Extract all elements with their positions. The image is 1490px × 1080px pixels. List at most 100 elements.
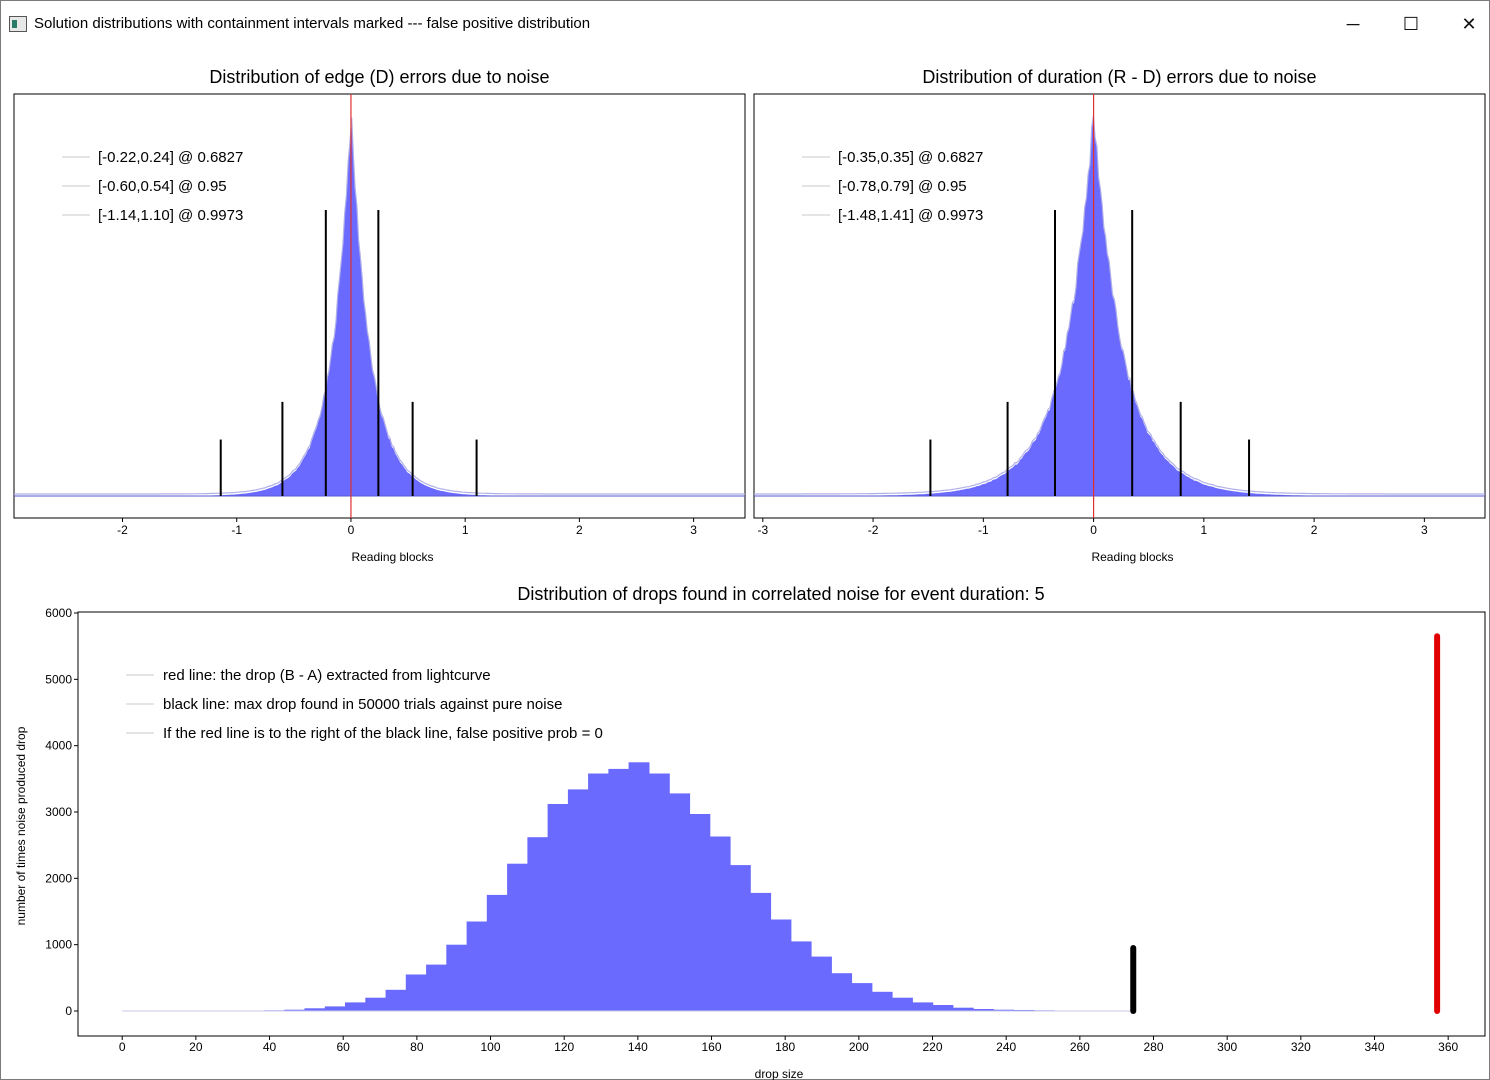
- legend-entry: [-0.35,0.35] @ 0.6827: [838, 149, 983, 166]
- y-tick-label: 4000: [45, 739, 72, 753]
- histogram-bar: [689, 814, 711, 1011]
- histogram-bar: [547, 804, 569, 1011]
- histogram-bar: [628, 762, 650, 1012]
- x-tick-label: -2: [868, 523, 879, 537]
- x-tick-label: 340: [1364, 1040, 1384, 1054]
- x-axis-label: Reading blocks: [351, 550, 433, 564]
- x-tick-label: 200: [849, 1040, 869, 1054]
- histogram-outline: [754, 115, 1485, 495]
- histogram-bar: [385, 989, 407, 1011]
- histogram-outline: [14, 117, 745, 495]
- histogram-bar: [588, 773, 609, 1011]
- x-tick-label: 180: [775, 1040, 795, 1054]
- x-tick-label: 320: [1291, 1040, 1311, 1054]
- x-tick-label: 280: [1143, 1040, 1163, 1054]
- histogram-bar: [446, 944, 468, 1011]
- histogram-bar: [831, 973, 853, 1011]
- legend-entry: black line: max drop found in 50000 tria…: [163, 696, 562, 713]
- histogram-bar: [952, 1007, 974, 1011]
- histogram-bar: [426, 964, 447, 1011]
- histogram-bar: [709, 836, 731, 1011]
- x-tick-label: 0: [119, 1040, 126, 1054]
- legend-entry: [-0.60,0.54] @ 0.95: [98, 178, 227, 195]
- minimize-button[interactable]: ─: [1346, 13, 1360, 34]
- histogram-bar: [507, 863, 528, 1011]
- y-axis-label: number of times noise produced drop: [14, 726, 28, 925]
- x-tick-label: 2: [576, 523, 583, 537]
- histogram-bar: [608, 768, 630, 1011]
- window-title: Solution distributions with containment …: [34, 15, 591, 32]
- histogram-bar: [973, 1009, 994, 1011]
- y-tick-label: 6000: [45, 606, 72, 620]
- chart-title: Distribution of drops found in correlate…: [517, 584, 1044, 604]
- histogram-bar: [912, 1002, 934, 1011]
- histogram-bar: [729, 865, 751, 1011]
- x-tick-label: -1: [978, 523, 989, 537]
- histogram-bar: [486, 894, 508, 1011]
- histogram-bars: [14, 119, 745, 497]
- maximize-button[interactable]: ☐: [1402, 13, 1420, 34]
- legend-entry: red line: the drop (B - A) extracted fro…: [163, 667, 491, 684]
- x-tick-label: 1: [1201, 523, 1208, 537]
- chart-title: Distribution of edge (D) errors due to n…: [209, 67, 549, 87]
- close-button[interactable]: ✕: [1461, 13, 1477, 34]
- histogram-bar: [527, 837, 549, 1011]
- histogram-bar: [284, 1009, 306, 1011]
- x-tick-label: 1: [462, 523, 469, 537]
- x-tick-label: 0: [348, 523, 355, 537]
- histogram-bar: [669, 793, 691, 1011]
- x-tick-label: 260: [1070, 1040, 1090, 1054]
- x-tick-label: 220: [922, 1040, 942, 1054]
- x-tick-label: 100: [481, 1040, 501, 1054]
- y-tick-label: 0: [65, 1004, 72, 1018]
- legend-entry: [-0.22,0.24] @ 0.6827: [98, 149, 243, 166]
- x-tick-label: 2: [1311, 523, 1318, 537]
- chart-title: Distribution of duration (R - D) errors …: [922, 67, 1316, 87]
- x-axis-label: Reading blocks: [1091, 550, 1173, 564]
- histogram-bar: [851, 983, 873, 1011]
- x-tick-label: 3: [690, 523, 697, 537]
- histogram-bar: [932, 1005, 954, 1011]
- histogram-bar: [648, 773, 670, 1011]
- x-tick-label: 140: [628, 1040, 648, 1054]
- x-tick-label: 0: [1090, 523, 1097, 537]
- x-tick-label: 40: [263, 1040, 277, 1054]
- y-tick-label: 3000: [45, 805, 72, 819]
- histogram-bar: [466, 921, 488, 1011]
- drop-chart: Distribution of drops found in correlate…: [14, 584, 1486, 1080]
- legend-entry: [-1.14,1.10] @ 0.9973: [98, 207, 243, 224]
- plot-frame: [13, 93, 746, 519]
- histogram-bar: [750, 892, 772, 1011]
- edge-chart-0: Distribution of edge (D) errors due to n…: [13, 67, 746, 564]
- histogram-bar: [567, 789, 589, 1011]
- x-tick-label: -1: [231, 523, 242, 537]
- histogram-bars: [754, 117, 1485, 497]
- histogram-bar: [993, 1009, 1015, 1011]
- histogram-bar: [345, 1002, 366, 1011]
- x-tick-label: 300: [1217, 1040, 1237, 1054]
- x-tick-label: 120: [554, 1040, 574, 1054]
- y-tick-label: 2000: [45, 871, 72, 885]
- app-icon: [9, 16, 27, 32]
- histogram-bar: [304, 1008, 326, 1011]
- x-tick-label: 3: [1421, 523, 1428, 537]
- histogram-bar: [871, 991, 893, 1011]
- histogram-bar: [790, 941, 812, 1011]
- x-tick-label: 240: [996, 1040, 1016, 1054]
- legend-entry: [-1.48,1.41] @ 0.9973: [838, 207, 983, 224]
- histogram-bar: [770, 919, 792, 1011]
- plot-frame: [753, 93, 1486, 519]
- plot-frame: [77, 611, 1486, 1037]
- histogram-bar: [811, 956, 832, 1011]
- x-tick-label: -3: [757, 523, 768, 537]
- x-tick-label: -2: [117, 523, 128, 537]
- title-bar[interactable]: Solution distributions with containment …: [1, 1, 1489, 47]
- y-tick-label: 5000: [45, 672, 72, 686]
- histogram-bar: [324, 1006, 346, 1011]
- histogram-bar: [405, 974, 427, 1011]
- x-tick-label: 60: [337, 1040, 351, 1054]
- legend-entry: If the red line is to the right of the b…: [163, 725, 603, 742]
- legend-entry: [-0.78,0.79] @ 0.95: [838, 178, 967, 195]
- x-tick-label: 360: [1438, 1040, 1458, 1054]
